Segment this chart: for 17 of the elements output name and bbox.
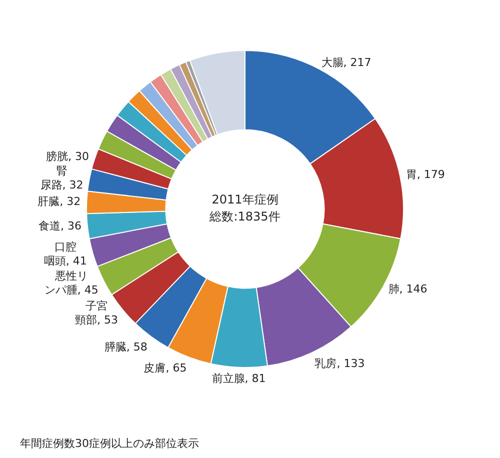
slice-label: 腎尿路, 32 [40, 164, 84, 192]
text: 総数:1835件 [208, 210, 280, 224]
slice-label: 膵臓, 58 [104, 340, 148, 354]
slice-label: 胃, 179 [406, 168, 445, 181]
slice-label: 悪性リンパ腫, 45 [44, 270, 98, 297]
slice-label: 肺, 146 [388, 282, 428, 296]
slice-label: 食道, 36 [38, 220, 82, 233]
slice-label: 子宮頸部, 53 [75, 299, 118, 326]
slice-label: 乳房, 133 [314, 356, 365, 370]
slice-label: 皮膚, 65 [144, 362, 187, 375]
slice-label: 前立腺, 81 [212, 372, 266, 386]
text: 2011年症例 [212, 192, 278, 207]
slice-label: 大腸, 217 [321, 56, 372, 70]
text: 年間症例数30症例以上のみ部位表示 [20, 436, 199, 451]
slice-label: 口腔咽頭, 41 [44, 240, 87, 268]
slice-label: 膀胱, 30 [46, 150, 89, 163]
slice-label: 肝臓, 32 [38, 194, 81, 208]
